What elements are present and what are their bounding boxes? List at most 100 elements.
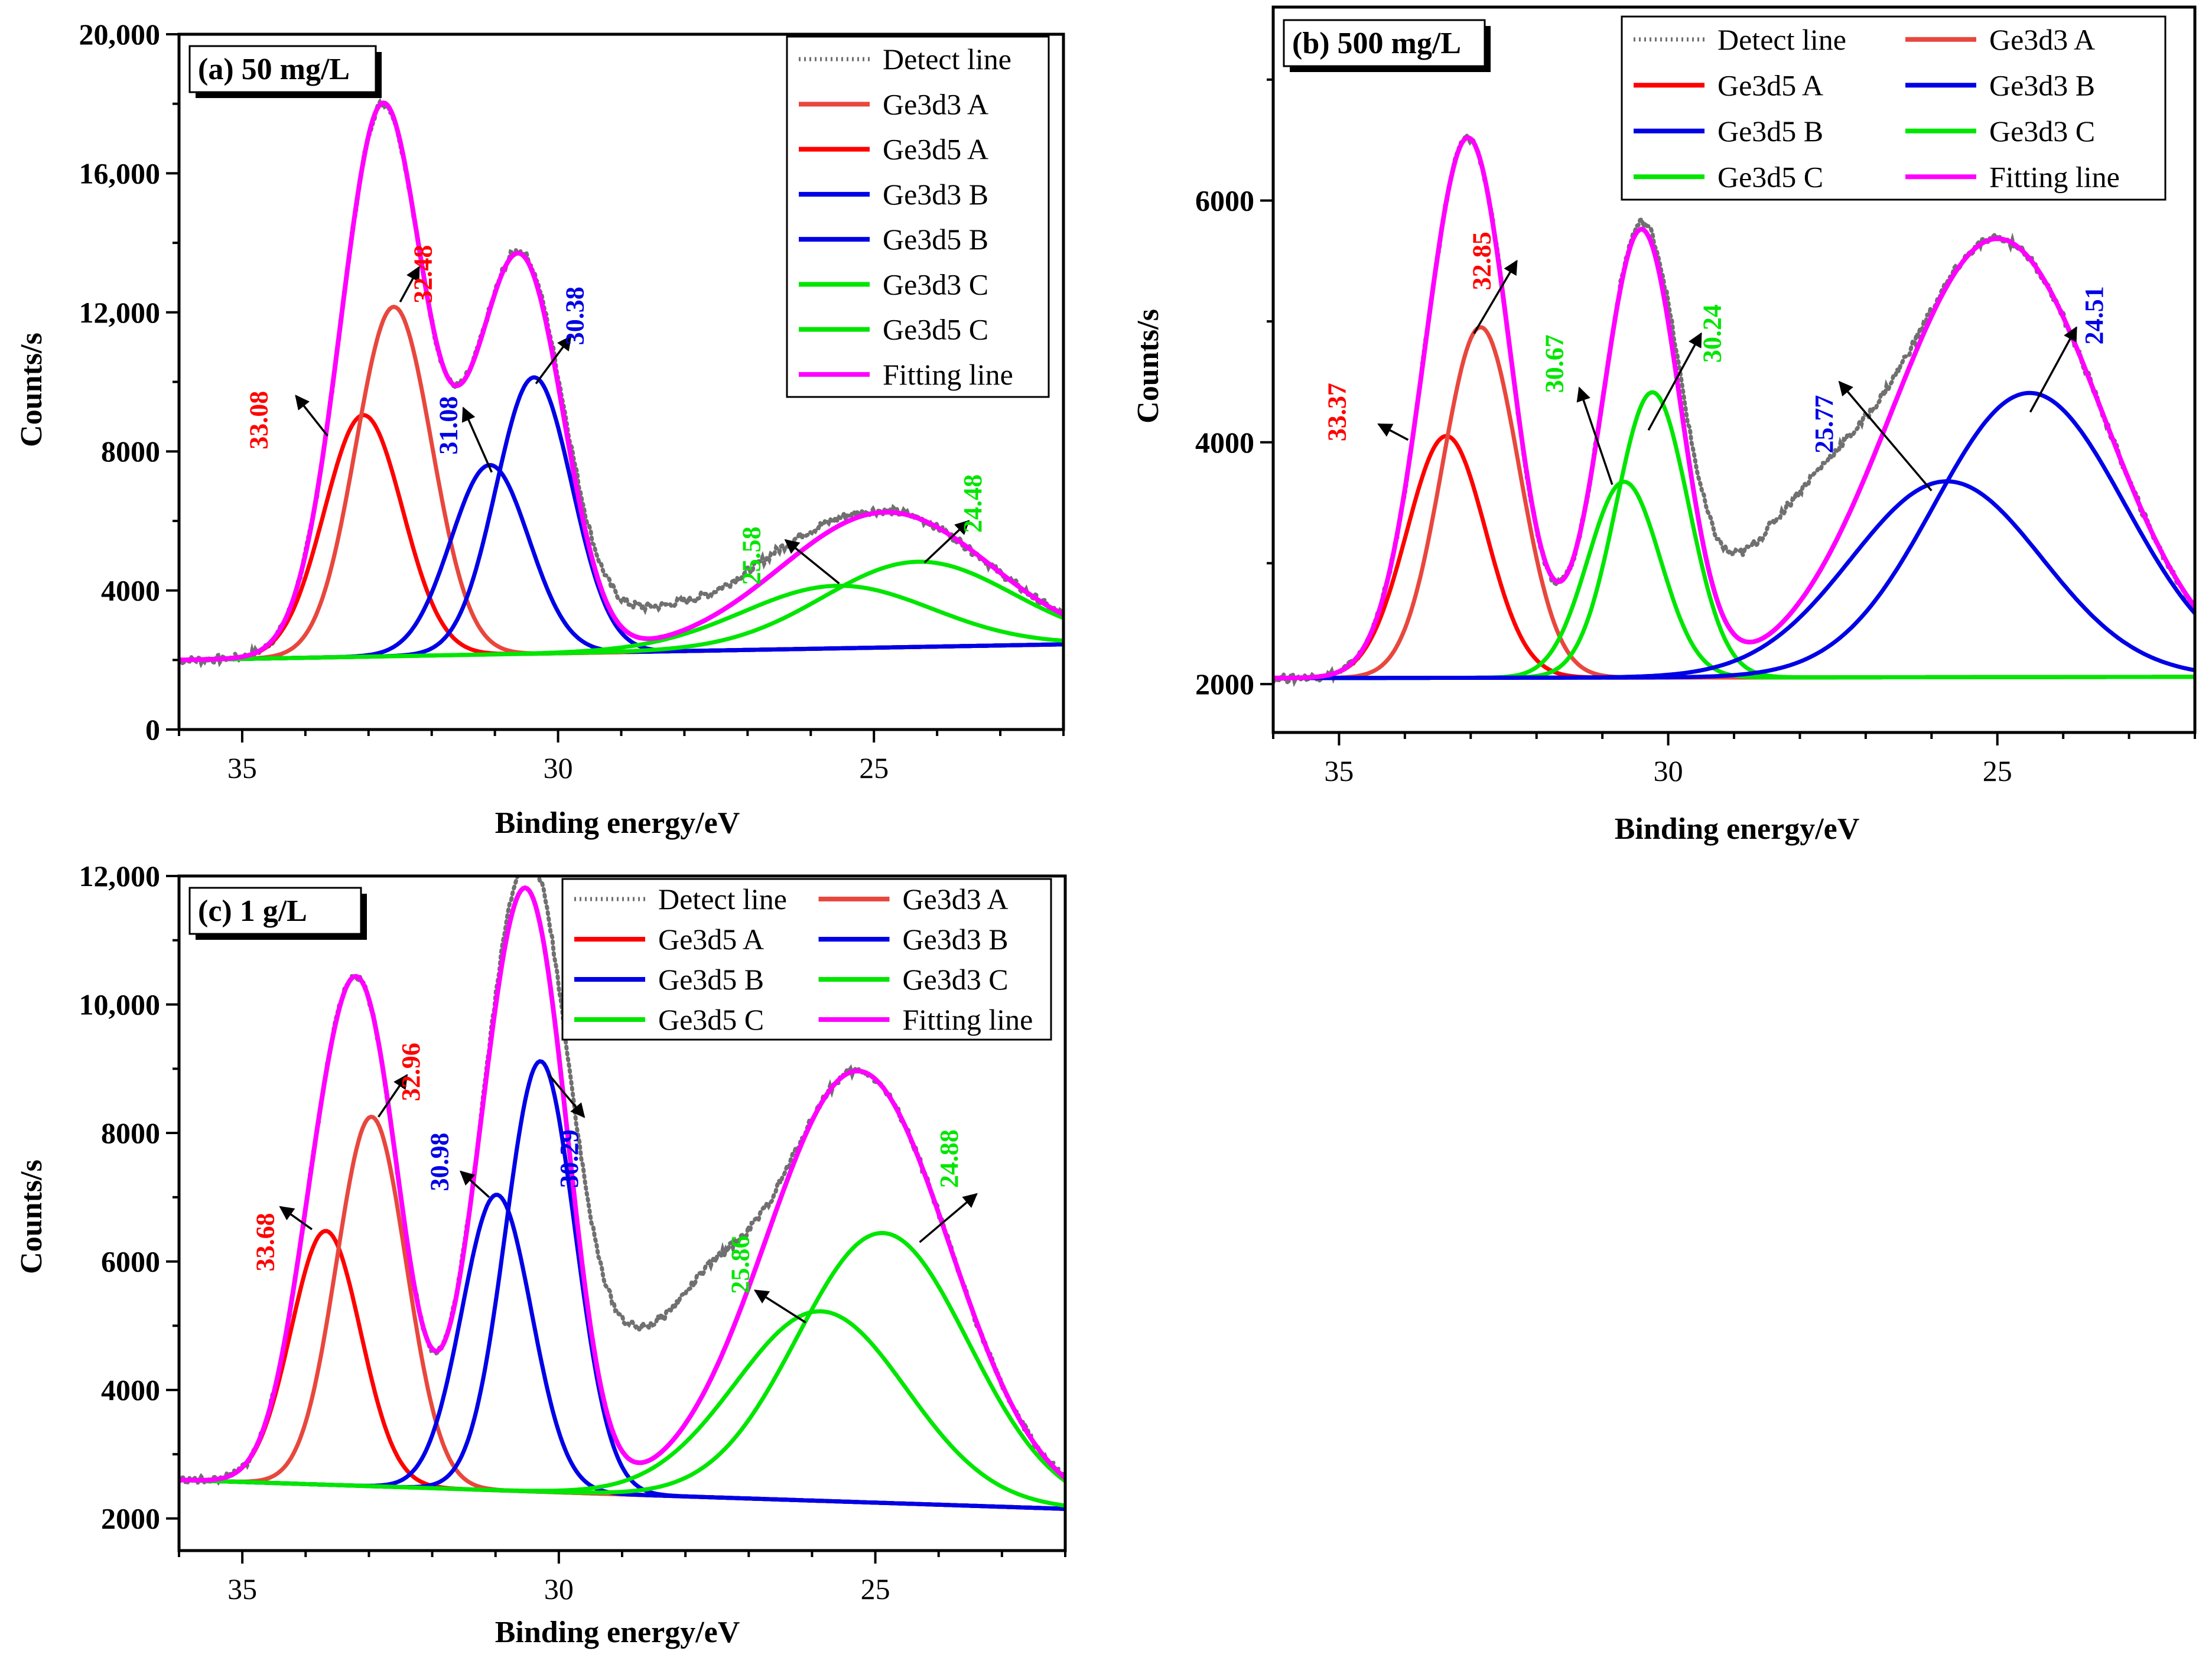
panel-c-plot-area [179,876,1065,1511]
legend-label: Fitting line [1989,160,2120,193]
panel-b-ge3d3-a-curve [1273,325,2195,680]
panel-b-x-tick-label: 30 [1654,754,1683,787]
legend-label: Ge3d3 B [883,178,988,211]
panel-a-peak-annotation: 24.48 [958,474,987,533]
panel-c-x-axis-title: Binding energy/eV [495,1616,740,1649]
panel-a-annotation-arrow [535,336,572,385]
panel-b-annotation-arrow [1647,332,1702,431]
legend-label: Fitting line [903,1003,1033,1036]
panel-c-legend-item: Ge3d3 A [818,883,1009,916]
panel-c-y-tick-label: 4000 [101,1373,160,1406]
legend-label: Ge3d3 A [1989,23,2095,56]
panel-b-peak-annotation: 30.24 [1698,304,1727,363]
panel-a-peak-annotation: 30.38 [560,286,589,345]
panel-a-y-tick-label: 4000 [101,574,160,607]
panel-c-y-tick-label: 2000 [101,1502,160,1535]
legend-label: Ge3d3 C [903,963,1009,996]
panel-c-x-tick-label: 35 [227,1572,257,1606]
legend-label: Ge3d3 A [883,87,988,121]
legend-label: Ge3d5 A [883,133,988,166]
panel-c-ge3d5-c-curve [179,1309,1065,1508]
panel-b-fitting-line [1273,135,2195,680]
panel-b-annotation-arrow [1838,380,1933,491]
panel-a-x-axis-title: Binding energy/eV [495,806,740,840]
panel-a-y-axis-title: Counts/s [15,333,48,447]
panel-a-x-tick-label: 35 [227,751,257,784]
panel-b-legend-item: Ge3d3 A [1905,23,2095,56]
panel-c-y-axis-title: Counts/s [15,1160,48,1274]
panel-c-legend-item: Ge3d3 B [818,923,1009,956]
panel-b-ge3d5-a-curve [1273,434,2195,680]
panel-b-legend-item: Ge3d3 B [1905,69,2095,102]
panel-b-legend-item: Detect line [1634,23,1846,56]
legend-label: Ge3d3 C [1989,115,2095,148]
panel-a-ge3d3-c-curve [179,559,1063,662]
panel-a-y-tick-label: 16,000 [79,157,161,190]
panel-b-peak-annotation: 25.77 [1810,395,1839,454]
legend-label: Detect line [1717,23,1846,56]
panel-c-peak-annotation: 30.98 [425,1133,454,1191]
panel-a-y-tick-label: 12,000 [79,296,161,329]
panel-c-peak-annotation: 32.96 [396,1043,425,1101]
panel-c-peak-annotation: 25.86 [726,1236,754,1294]
panel-c-x-tick-label: 30 [544,1572,574,1606]
panel-a-x-tick-label: 30 [544,751,573,784]
panel-b-annotation-arrow [1473,259,1518,334]
panel-b-legend-item: Ge3d5 C [1634,160,1823,193]
panel-a-label-box [188,45,377,93]
panel-b-legend-item: Ge3d5 A [1634,69,1823,102]
panel-a-peak-annotation: 32.48 [409,245,438,304]
panel-c-y-tick-label: 6000 [101,1245,160,1278]
panel-a-peak-annotation: 25.58 [737,526,766,585]
panel-a-legend-item: Ge3d5 C [799,313,988,346]
panel-c-y-tick-label: 12,000 [79,859,161,893]
panel-c-legend-item: Ge3d5 C [574,1003,764,1036]
panel-a-legend-item: Ge3d5 B [799,223,988,256]
panel-c-legend-box [561,878,1052,1041]
legend-label: Ge3d3 A [903,883,1009,916]
panel-c-legend-item: Ge3d3 C [818,963,1009,996]
legend-label: Ge3d5 C [883,313,988,346]
panel-a-y-tick-label: 0 [145,713,160,746]
legend-label: Ge3d5 A [1717,69,1823,102]
panel-a-legend-item: Detect line [799,43,1011,76]
panel-c-annotation-arrow [919,1193,978,1243]
panel-c-title: (c) 1 g/L [198,894,307,928]
panel-a-annotation-arrow [461,406,493,473]
legend-label: Detect line [658,883,787,916]
panel-a-legend-item: Ge3d3 C [799,268,988,301]
panel-b-legend-box [1621,15,2167,201]
panel-b-y-axis-title: Counts/s [1131,309,1165,424]
panel-c-peak-annotation: 24.88 [935,1129,964,1188]
panel-b-peak-annotation: 32.85 [1468,232,1497,290]
panel-b: Counts/s Binding energy/eV 35 30 25 2000 400… [1131,5,2197,846]
panel-a-annotation-arrow [784,539,840,585]
legend-label: Ge3d5 C [1717,160,1823,193]
panel-c-legend-item: Ge3d5 A [574,923,764,956]
panel-b-x-tick-label: 25 [1983,754,2012,787]
panel-a-legend-item: Ge3d3 A [799,87,988,121]
panel-a-annotation-arrow [923,520,970,564]
panel-c-y-tick-label: 10,000 [79,988,161,1021]
legend-label: Detect line [883,43,1011,76]
panel-b-plot-area [1273,130,2195,688]
panel-a-legend-item: Fitting line [799,358,1013,391]
panel-c-annotation-arrow [459,1170,490,1199]
panel-c-peak-annotation: 33.68 [251,1213,280,1271]
panel-a-peak-annotation: 33.08 [245,391,274,450]
panel-c-legend-item: Fitting line [818,1003,1033,1036]
panel-a-peak-annotation: 31.08 [434,396,463,455]
panel-c-peak-annotation: 30.29 [555,1129,584,1188]
panel-c-annotation-arrow [279,1206,313,1230]
panel-c-legend-item: Ge3d5 B [574,963,764,996]
panel-c-legend-item: Detect line [574,883,787,916]
panel-c-ge3d5-b-curve [179,1193,1065,1511]
panel-a-title: (a) 50 mg/L [198,53,350,86]
legend-label: Ge3d5 A [658,923,764,956]
panel-a-y-tick-label: 20,000 [79,18,161,51]
panel-b-x-axis-title: Binding energy/eV [1615,812,1860,846]
panel-a-legend-item: Ge3d3 B [799,178,988,211]
panel-c-y-tick-label: 8000 [101,1116,160,1150]
panel-c-fitting-line [179,885,1065,1483]
